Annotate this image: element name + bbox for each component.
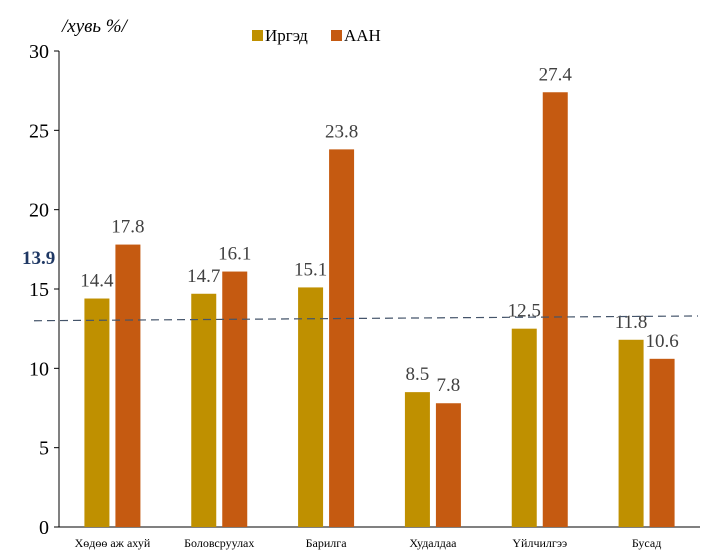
y-tick-label: 20 <box>29 200 49 222</box>
average-reference-line <box>33 315 699 322</box>
data-label: 15.1 <box>294 259 327 280</box>
bar-irged <box>618 339 644 527</box>
y-tick-label: 0 <box>39 517 49 539</box>
category-label: Барилга <box>306 536 348 550</box>
bar-aan <box>329 149 355 527</box>
data-label: 27.4 <box>539 64 573 85</box>
bar-aan <box>222 271 248 527</box>
bar-irged <box>191 293 217 527</box>
y-tick-label: 5 <box>39 438 49 460</box>
y-tick-label: 15 <box>29 279 49 301</box>
data-label: 8.5 <box>406 364 430 385</box>
category-label: Боловсруулах <box>184 536 254 550</box>
bar-aan <box>435 403 461 527</box>
data-label: 11.8 <box>615 312 648 333</box>
legend-swatch-aan <box>331 30 342 41</box>
bars <box>84 92 675 528</box>
data-label: 12.5 <box>508 301 541 322</box>
bar-irged <box>511 328 537 527</box>
bar-aan <box>542 92 568 528</box>
category-label: Үйлчилгээ <box>512 536 567 550</box>
category-label: Бусад <box>632 536 662 550</box>
legend-label-aan: ААН <box>344 26 381 45</box>
bar-irged <box>404 392 430 527</box>
bar-aan <box>115 244 141 527</box>
data-label: 14.4 <box>80 271 114 292</box>
y-tick-label: 30 <box>29 41 49 63</box>
data-label: 10.6 <box>645 331 678 352</box>
data-label: 7.8 <box>437 375 461 396</box>
data-label: 16.1 <box>218 244 251 265</box>
bar-aan <box>649 358 675 527</box>
category-label: Худалдаа <box>409 536 457 550</box>
legend-label-irged: Иргэд <box>265 26 308 45</box>
bar-irged <box>298 287 324 527</box>
data-label: 23.8 <box>325 121 358 142</box>
data-label: 17.8 <box>111 217 144 238</box>
y-axis-ticks: 0 5 10 15 20 25 30 <box>29 41 59 539</box>
category-labels: Хөдөө аж ахуй Боловсруулах Барилга Худалдаа… <box>75 536 662 550</box>
category-label: Хөдөө аж ахуй <box>75 536 151 550</box>
legend: Иргэд ААН <box>252 26 381 45</box>
average-value-label: 13.9 <box>22 248 55 269</box>
y-tick-label: 10 <box>29 358 49 380</box>
bar-irged <box>84 298 110 527</box>
unit-label: /хувь %/ <box>61 16 129 37</box>
data-labels: 14.4 17.8 14.716.1 15.1 23.8 8.5 7.8 12.5 27.4 11… <box>80 64 678 396</box>
data-label: 14.7 <box>187 266 220 287</box>
legend-swatch-irged <box>252 30 263 41</box>
y-tick-label: 25 <box>29 120 49 142</box>
